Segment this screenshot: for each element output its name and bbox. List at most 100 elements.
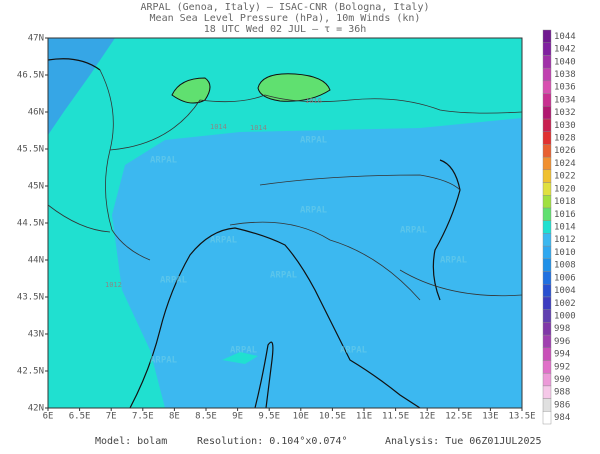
colorbar-label: 1018 [554, 197, 576, 207]
map [47, 38, 523, 409]
colorbar-swatch [542, 322, 552, 336]
colorbar-swatch [542, 93, 552, 107]
field-1012 [112, 118, 522, 408]
colorbar-label: 998 [554, 324, 570, 334]
colorbar-swatch [542, 207, 552, 221]
lon-label: 7E [106, 412, 117, 422]
lat-label: 45N [28, 182, 44, 192]
watermark: ARPAL [400, 226, 428, 236]
colorbar-label: 1034 [554, 95, 576, 105]
colorbar-swatch [542, 309, 552, 323]
lat-label: 45.5N [17, 145, 44, 155]
lat-label: 43N [28, 330, 44, 340]
colorbar-swatch [542, 131, 552, 145]
watermark: ARPAL [300, 136, 328, 146]
lat-label: 44.5N [17, 219, 44, 229]
colorbar-label: 1026 [554, 146, 576, 156]
colorbar-label: 1042 [554, 45, 576, 55]
field-1012 [48, 38, 115, 135]
border [47, 69, 523, 301]
watermark: ARPAL [440, 256, 468, 266]
footer-model: Model: bolam [95, 436, 167, 447]
colorbar-swatch [542, 169, 552, 183]
colorbar-label: 1012 [554, 235, 576, 245]
watermark: ARPAL [160, 276, 188, 286]
colorbar-swatch [542, 411, 552, 425]
colorbar-swatch [542, 334, 552, 348]
colorbar-label: 1016 [554, 210, 576, 220]
lon-label: 11E [356, 412, 372, 422]
colorbar-swatch [542, 271, 552, 285]
colorbar: 984 986 988 990 992 994 996 998 1000 1002 1004 1006… [542, 29, 576, 425]
isobar-label: 1014 [210, 123, 227, 131]
colorbar-swatch [542, 398, 552, 412]
colorbar-label: 1014 [554, 223, 576, 233]
colorbar-label: 1032 [554, 108, 576, 118]
colorbar-swatch [542, 296, 552, 310]
colorbar-label: 996 [554, 337, 570, 347]
lat-label: 47N [28, 34, 44, 44]
field-1016 [171, 77, 211, 104]
lat-label: 46N [28, 108, 44, 118]
colorbar-swatch [542, 106, 552, 120]
colorbar-label: 1036 [554, 83, 576, 93]
colorbar-label: 1044 [554, 32, 576, 42]
lon-label: 6E [43, 412, 54, 422]
colorbar-swatch [542, 233, 552, 247]
colorbar-label: 1002 [554, 299, 576, 309]
lon-label: 10.5E [319, 412, 346, 422]
footer-analysis: Analysis: Tue 06Z01JUL2025 [385, 436, 542, 447]
lat-label: 42.5N [17, 367, 44, 377]
isobar-label: 1014 [250, 124, 267, 132]
header-line: ARPAL (Genoa, Italy) – ISAC-CNR (Bologna… [141, 2, 430, 13]
colorbar-label: 1022 [554, 172, 576, 182]
colorbar-label: 1010 [554, 248, 576, 258]
colorbar-swatch [542, 144, 552, 158]
colorbar-label: 1028 [554, 134, 576, 144]
colorbar-swatch [542, 55, 552, 69]
lon-label: 11.5E [382, 412, 409, 422]
colorbar-label: 1004 [554, 286, 576, 296]
colorbar-label: 1000 [554, 311, 576, 321]
axes: 6E 6.5E 7E 7.5E 8E 8.5E 9E 9.5E 10E 10.5E 11E 11.5E… [17, 34, 536, 422]
colorbar-swatch [542, 67, 552, 82]
watermark: ARPAL [300, 206, 328, 216]
colorbar-label: 1024 [554, 159, 576, 169]
colorbar-label: 1008 [554, 261, 576, 271]
colorbar-swatch [542, 118, 552, 132]
colorbar-swatch [542, 360, 552, 374]
lat-label: 46.5N [17, 71, 44, 81]
colorbar-label: 1040 [554, 57, 576, 67]
colorbar-swatch [542, 42, 552, 56]
colorbar-label: 986 [554, 400, 570, 410]
lon-label: 9E [232, 412, 243, 422]
colorbar-swatch [542, 347, 552, 361]
colorbar-label: 984 [554, 413, 570, 423]
lon-label: 10E [293, 412, 309, 422]
colorbar-swatch [542, 372, 552, 387]
lat-label: 43.5N [17, 293, 44, 303]
header-line: 18 UTC Wed 02 JUL – τ = 36h [204, 24, 367, 35]
colorbar-label: 990 [554, 375, 570, 385]
colorbar-swatch [542, 80, 552, 94]
coastline [254, 341, 274, 409]
header-line: Mean Sea Level Pressure (hPa), 10m Winds… [150, 13, 421, 24]
colorbar-label: 988 [554, 388, 570, 398]
colorbar-label: 1038 [554, 70, 576, 80]
colorbar-label: 994 [554, 350, 570, 360]
watermark: ARPAL [270, 271, 298, 281]
field-1014 [222, 352, 258, 364]
lon-label: 9.5E [258, 412, 280, 422]
lon-label: 12.5E [445, 412, 472, 422]
colorbar-swatch [542, 385, 552, 399]
colorbar-swatch [542, 195, 552, 209]
footer-resolution: Resolution: 0.104°x0.074° [197, 436, 348, 447]
isobar-label: 1012 [105, 281, 122, 289]
lon-label: 12E [419, 412, 435, 422]
coastline [432, 159, 461, 301]
lon-label: 8.5E [195, 412, 217, 422]
lon-label: 13.5E [508, 412, 535, 422]
lat-label: 44N [28, 256, 44, 266]
colorbar-swatch [542, 245, 552, 259]
